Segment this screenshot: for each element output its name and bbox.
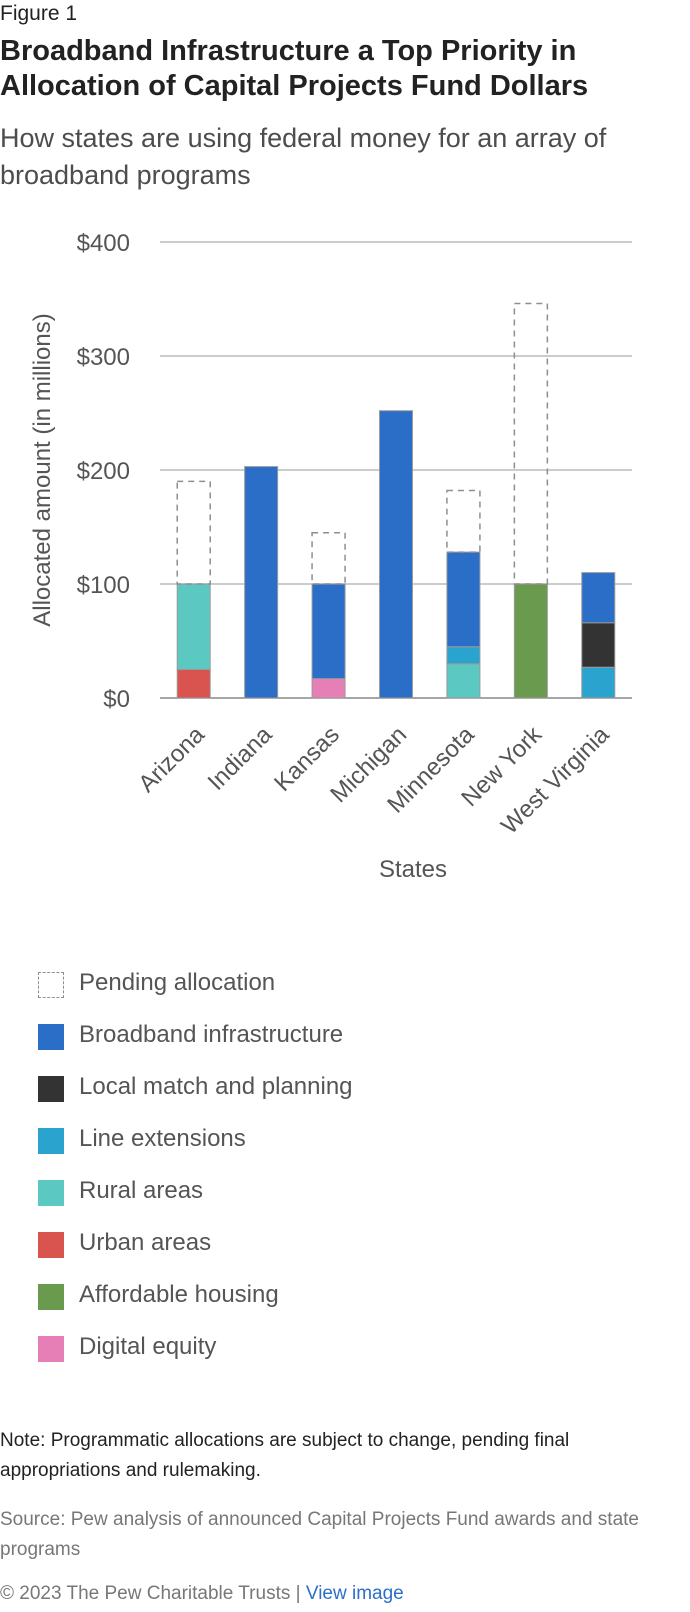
bar-segment-west-virginia-broadband-infrastructure bbox=[581, 572, 616, 624]
bar-segment-new-york-pending-allocation bbox=[513, 302, 549, 585]
legend-swatch bbox=[38, 1128, 64, 1154]
bar-stack-michigan bbox=[379, 410, 413, 699]
legend-swatch bbox=[38, 1180, 64, 1206]
copyright-text: © 2023 The Pew Charitable Trusts bbox=[0, 1583, 291, 1604]
bar-segment-kansas-broadband-infrastructure bbox=[311, 583, 346, 680]
legend-label: Rural areas bbox=[79, 1177, 204, 1204]
legend-label: Urban areas bbox=[79, 1229, 212, 1256]
y-tick-label: $400 bbox=[77, 230, 130, 257]
legend-swatch bbox=[38, 1336, 64, 1362]
y-tick-label: $0 bbox=[103, 686, 130, 713]
bar-segment-minnesota-rural-areas bbox=[446, 663, 481, 699]
bar-segment-indiana-broadband-infrastructure bbox=[244, 466, 279, 699]
bar-segment-arizona-rural-areas bbox=[176, 583, 211, 670]
y-tick-label: $100 bbox=[77, 572, 130, 599]
y-tick-label: $200 bbox=[77, 458, 130, 485]
bar-segment-kansas-digital-equity bbox=[311, 678, 346, 699]
bar-segment-kansas-pending-allocation bbox=[311, 531, 346, 585]
bar-segment-arizona-urban-areas bbox=[176, 669, 211, 699]
legend-label: Affordable housing bbox=[79, 1281, 279, 1308]
footer: © 2023 The Pew Charitable Trusts | View … bbox=[0, 1583, 404, 1605]
legend-label: Pending allocation bbox=[79, 969, 276, 996]
x-axis-ticks: ArizonaIndianaKansasMichiganMinnesotaNew… bbox=[133, 720, 615, 839]
chart-title: Broadband Infrastructure a Top Priority … bbox=[0, 35, 589, 102]
y-axis-ticks: $0 $100 $200 $300 $400 bbox=[77, 230, 130, 713]
bar-segment-minnesota-broadband-infrastructure bbox=[446, 551, 481, 648]
legend-label: Line extensions bbox=[79, 1125, 246, 1152]
legend-swatch bbox=[38, 1076, 64, 1102]
x-tick-label-indiana: Indiana bbox=[203, 721, 278, 796]
legend-label: Digital equity bbox=[79, 1333, 217, 1360]
bar-segment-arizona-pending-allocation bbox=[176, 480, 211, 585]
x-tick-label-arizona: Arizona bbox=[133, 721, 210, 798]
legend-swatch bbox=[38, 1024, 64, 1050]
stacked-bar-chart: $0 $100 $200 $300 $400 ArizonaIndianaKansasM… bbox=[29, 230, 632, 883]
bar-stack-arizona bbox=[176, 480, 211, 699]
bar-stack-west-virginia bbox=[581, 572, 616, 699]
legend-label: Broadband infrastructure bbox=[79, 1021, 344, 1048]
figure-label: Figure 1 bbox=[0, 2, 78, 25]
bar-stack-new-york bbox=[513, 302, 549, 699]
chart-source: Source: Pew analysis of announced Capita… bbox=[0, 1509, 639, 1560]
chart-subtitle: How states are using federal money for a… bbox=[0, 123, 607, 190]
bar-segment-michigan-broadband-infrastructure bbox=[379, 410, 413, 699]
bar-segment-minnesota-line-extensions bbox=[446, 646, 481, 665]
bar-stack-minnesota bbox=[446, 489, 481, 699]
chart-note: Note: Programmatic allocations are subje… bbox=[0, 1430, 570, 1481]
legend-label: Local match and planning bbox=[79, 1073, 353, 1100]
y-tick-label: $300 bbox=[77, 344, 130, 371]
x-axis-label: States bbox=[379, 856, 447, 883]
bar-segment-west-virginia-line-extensions bbox=[581, 666, 616, 699]
legend-swatch bbox=[38, 1284, 64, 1310]
bar-segment-minnesota-pending-allocation bbox=[446, 489, 481, 553]
legend-swatch bbox=[38, 1232, 64, 1258]
legend-swatch bbox=[38, 972, 64, 998]
bar-stack-indiana bbox=[244, 466, 279, 699]
view-image-link[interactable]: View image bbox=[305, 1583, 404, 1604]
bar-segment-new-york-affordable-housing bbox=[513, 583, 548, 699]
bar-segment-west-virginia-local-match-and-planning bbox=[581, 622, 616, 668]
footer-separator: | bbox=[295, 1583, 301, 1604]
y-axis-label: Allocated amount (in millions) bbox=[29, 313, 56, 626]
bars bbox=[176, 302, 616, 699]
bar-stack-kansas bbox=[311, 531, 346, 699]
